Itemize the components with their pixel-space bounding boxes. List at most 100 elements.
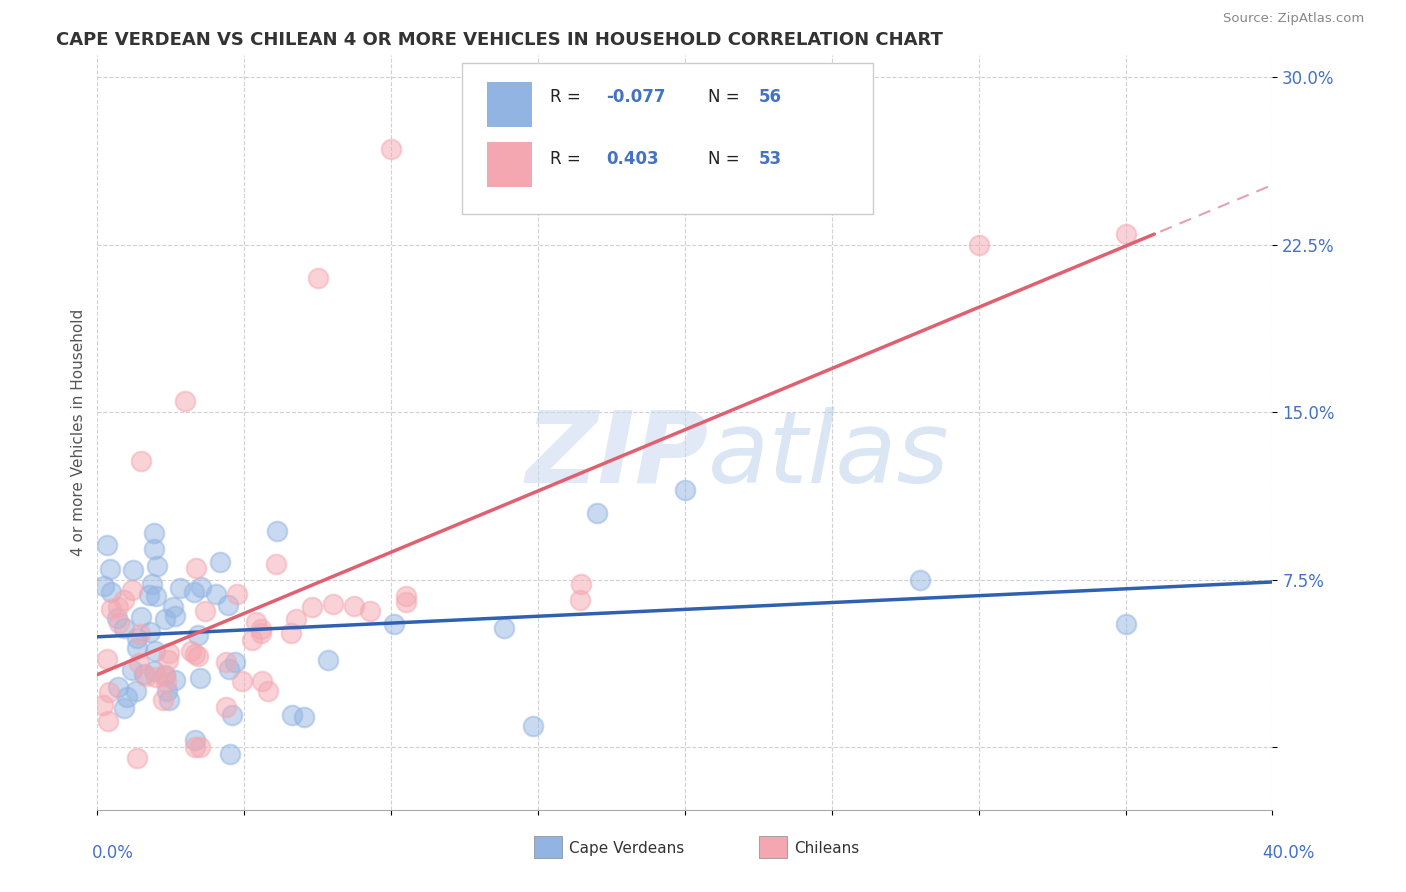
Point	[142, 541, 165, 556]
Point	[226, 587, 249, 601]
Point	[155, 675, 177, 690]
Point	[908, 573, 931, 587]
Point	[343, 599, 366, 613]
Point	[250, 622, 273, 636]
Point	[224, 655, 246, 669]
Point	[107, 600, 129, 615]
Bar	[488, 81, 531, 127]
Point	[221, 708, 243, 723]
Point	[382, 617, 405, 632]
Point	[284, 612, 307, 626]
Point	[129, 610, 152, 624]
Text: R =: R =	[550, 150, 586, 169]
Point	[359, 604, 381, 618]
Point	[125, 751, 148, 765]
Point	[165, 673, 187, 687]
Point	[492, 621, 515, 635]
Point	[231, 673, 253, 688]
Point	[122, 563, 145, 577]
Point	[316, 653, 339, 667]
Point	[522, 719, 544, 733]
Text: 53: 53	[759, 150, 782, 169]
Point	[256, 684, 278, 698]
Point	[673, 483, 696, 498]
Point	[153, 668, 176, 682]
Point	[307, 271, 329, 285]
Point	[281, 708, 304, 723]
Text: 0.403: 0.403	[606, 150, 659, 169]
Point	[96, 651, 118, 665]
FancyBboxPatch shape	[461, 62, 873, 213]
Text: N =: N =	[709, 87, 745, 105]
Point	[153, 612, 176, 626]
Point	[188, 739, 211, 754]
Point	[91, 698, 114, 713]
Point	[115, 690, 138, 704]
Point	[967, 238, 990, 252]
Point	[128, 657, 150, 671]
Point	[141, 577, 163, 591]
Text: 40.0%: 40.0%	[1263, 844, 1315, 862]
Point	[292, 710, 315, 724]
Point	[184, 648, 207, 662]
Text: Chileans: Chileans	[794, 841, 859, 855]
Y-axis label: 4 or more Vehicles in Household: 4 or more Vehicles in Household	[72, 309, 86, 556]
Point	[215, 700, 238, 714]
Point	[100, 585, 122, 599]
Point	[100, 602, 122, 616]
Point	[156, 653, 179, 667]
Point	[162, 600, 184, 615]
Point	[380, 142, 402, 156]
Text: CAPE VERDEAN VS CHILEAN 4 OR MORE VEHICLES IN HOUSEHOLD CORRELATION CHART: CAPE VERDEAN VS CHILEAN 4 OR MORE VEHICL…	[56, 31, 943, 49]
Text: -0.077: -0.077	[606, 87, 665, 105]
Point	[280, 626, 302, 640]
Text: ZIP: ZIP	[526, 407, 709, 504]
Point	[112, 621, 135, 635]
Point	[184, 733, 207, 747]
Text: Source: ZipAtlas.com: Source: ZipAtlas.com	[1223, 12, 1364, 25]
Point	[190, 580, 212, 594]
Point	[264, 557, 287, 571]
Point	[186, 561, 208, 575]
Point	[97, 685, 120, 699]
Point	[135, 669, 157, 683]
Point	[187, 627, 209, 641]
Point	[127, 631, 149, 645]
Point	[157, 693, 180, 707]
Point	[112, 593, 135, 607]
Point	[153, 669, 176, 683]
Point	[112, 701, 135, 715]
Point	[215, 655, 238, 669]
Point	[93, 579, 115, 593]
Text: atlas: atlas	[709, 407, 950, 504]
Point	[322, 597, 344, 611]
Point	[107, 616, 129, 631]
Point	[145, 670, 167, 684]
Point	[194, 604, 217, 618]
Point	[568, 593, 591, 607]
Point	[125, 684, 148, 698]
Point	[156, 684, 179, 698]
Point	[183, 584, 205, 599]
Text: R =: R =	[550, 87, 586, 105]
Point	[138, 625, 160, 640]
Point	[121, 582, 143, 597]
Point	[157, 646, 180, 660]
Point	[152, 693, 174, 707]
Text: N =: N =	[709, 150, 745, 169]
Point	[301, 599, 323, 614]
Text: 0.0%: 0.0%	[91, 844, 134, 862]
Point	[217, 599, 239, 613]
Point	[121, 663, 143, 677]
Point	[208, 555, 231, 569]
Point	[174, 394, 197, 409]
Point	[205, 587, 228, 601]
Point	[165, 609, 187, 624]
Point	[188, 671, 211, 685]
Point	[105, 611, 128, 625]
Bar	[488, 142, 531, 187]
Point	[129, 627, 152, 641]
Point	[138, 588, 160, 602]
Point	[97, 714, 120, 728]
Point	[143, 525, 166, 540]
